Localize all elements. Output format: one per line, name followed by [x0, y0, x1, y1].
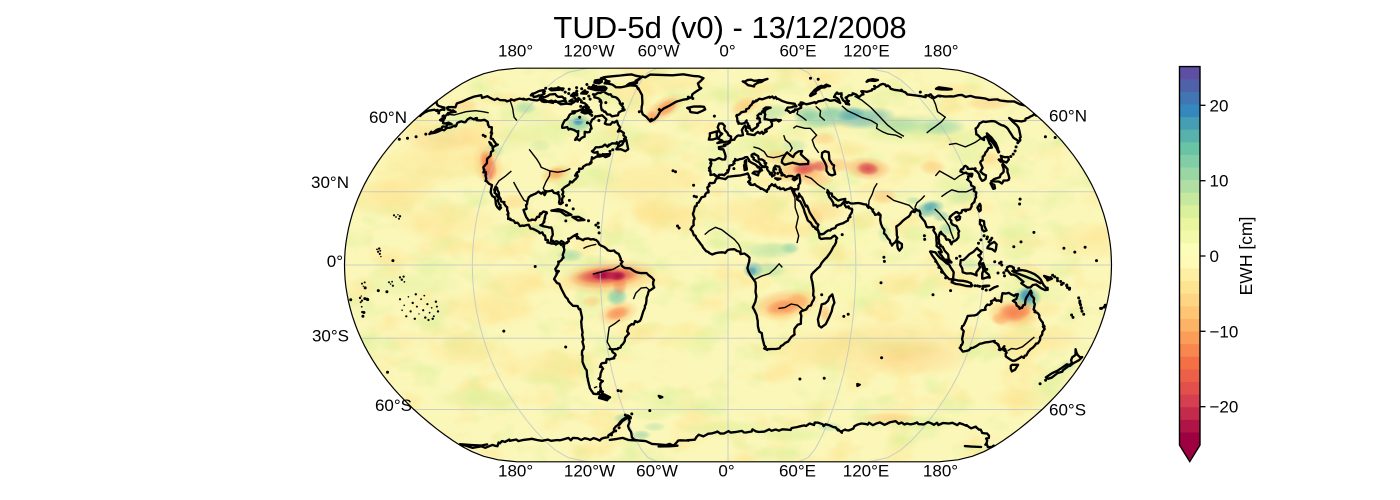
- svg-text:10: 10: [1210, 172, 1229, 191]
- svg-text:0°: 0°: [718, 462, 734, 481]
- svg-text:30°S: 30°S: [312, 327, 349, 346]
- svg-text:−10: −10: [1210, 322, 1239, 341]
- svg-text:60°E: 60°E: [779, 462, 816, 481]
- svg-text:60°E: 60°E: [779, 42, 816, 61]
- svg-text:60°S: 60°S: [1049, 401, 1086, 420]
- svg-text:60°W: 60°W: [636, 462, 678, 481]
- svg-text:60°S: 60°S: [375, 396, 412, 415]
- svg-text:120°W: 120°W: [564, 462, 615, 481]
- svg-text:30°N: 30°N: [311, 173, 349, 192]
- svg-text:0°: 0°: [719, 42, 735, 61]
- svg-text:180°: 180°: [498, 42, 533, 61]
- svg-text:60°W: 60°W: [638, 42, 680, 61]
- svg-text:120°E: 120°E: [843, 462, 890, 481]
- svg-text:180°: 180°: [923, 42, 958, 61]
- svg-text:60°N: 60°N: [369, 108, 407, 127]
- svg-text:20: 20: [1210, 96, 1229, 115]
- svg-text:120°E: 120°E: [843, 42, 890, 61]
- svg-text:0°: 0°: [327, 252, 343, 271]
- svg-text:TUD-5d (v0) - 13/12/2008: TUD-5d (v0) - 13/12/2008: [553, 10, 906, 45]
- svg-text:0: 0: [1210, 247, 1219, 266]
- svg-text:180°: 180°: [498, 462, 533, 481]
- svg-text:180°: 180°: [923, 462, 958, 481]
- svg-text:EWH [cm]: EWH [cm]: [1236, 217, 1256, 296]
- svg-text:60°N: 60°N: [1049, 107, 1087, 126]
- svg-text:−20: −20: [1210, 398, 1239, 417]
- svg-text:120°W: 120°W: [563, 42, 614, 61]
